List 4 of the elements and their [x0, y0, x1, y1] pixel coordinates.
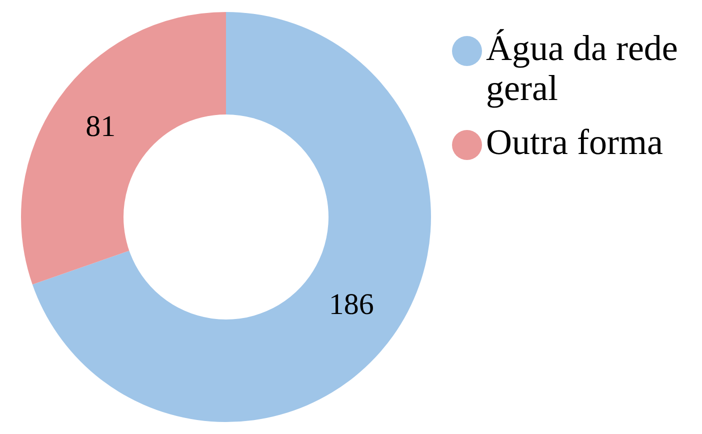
legend-label: Outra forma [486, 122, 663, 162]
data-label: 186 [328, 288, 374, 321]
data-label: 81 [86, 110, 116, 143]
legend-label: Água da rede geral [486, 28, 679, 108]
